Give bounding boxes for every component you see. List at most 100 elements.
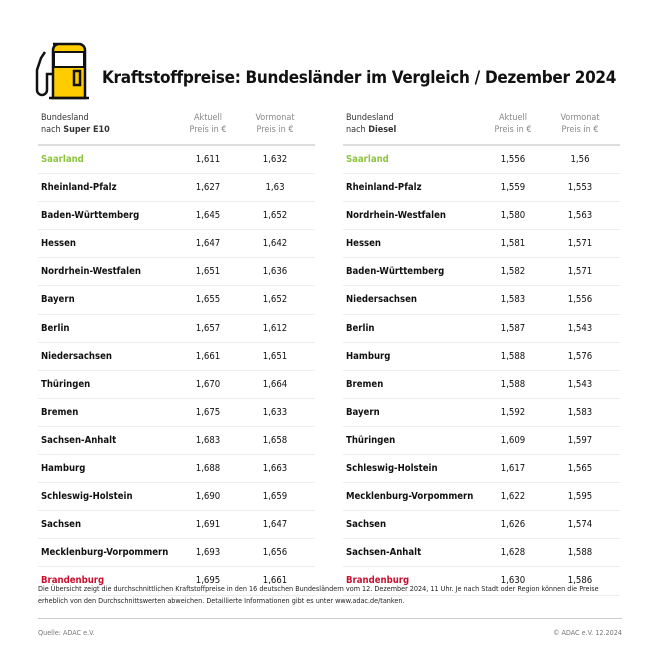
current-price: 1,628 — [500, 547, 526, 559]
table-row: Saarland 1,556 1,56 — [343, 146, 620, 175]
state-name: Rheinland-Pfalz — [41, 182, 117, 194]
table-header: Bundesland nach Super E10 Aktuell Preis in… — [38, 112, 315, 142]
state-name: Nordrhein-Westfalen — [346, 210, 446, 222]
previous-price: 1,633 — [262, 406, 288, 418]
table-row: Bremen 1,675 1,633 — [38, 399, 315, 427]
state-name: Sachsen — [346, 519, 387, 531]
header-rule — [343, 144, 620, 146]
current-price: 1,559 — [500, 182, 526, 194]
previous-price: 1,652 — [262, 210, 288, 222]
table-row: Bayern 1,592 1,583 — [343, 399, 620, 427]
previous-price: 1,661 — [262, 575, 288, 587]
current-price: 1,688 — [195, 463, 221, 475]
previous-price: 1,586 — [567, 575, 593, 587]
table-header: Bundesland nach Diesel Aktuell Preis in € … — [343, 112, 620, 142]
current-price: 1,609 — [500, 434, 526, 446]
state-name: Bremen — [41, 406, 79, 418]
table-row: Thüringen 1,670 1,664 — [38, 371, 315, 399]
state-name: Baden-Württemberg — [41, 210, 140, 222]
table-row: Baden-Württemberg 1,582 1,571 — [343, 258, 620, 287]
previous-price: 1,642 — [262, 238, 288, 250]
current-price: 1,651 — [195, 266, 221, 278]
previous-price: 1,565 — [567, 463, 593, 475]
state-name: Saarland — [346, 154, 389, 165]
state-name: Niedersachsen — [346, 294, 417, 306]
current-price: 1,617 — [500, 463, 526, 475]
table-row: Nordrhein-Westfalen 1,651 1,636 — [38, 258, 315, 287]
current-price: 1,675 — [195, 406, 221, 418]
current-price: 1,622 — [500, 491, 526, 503]
table-row: Hessen 1,647 1,642 — [38, 230, 315, 259]
current-price: 1,581 — [500, 238, 526, 250]
current-price: 1,693 — [195, 547, 221, 559]
table-row: Sachsen-Anhalt 1,683 1,658 — [38, 427, 315, 456]
table-row: Baden-Württemberg 1,645 1,652 — [38, 202, 315, 231]
state-name: Hessen — [41, 238, 77, 250]
current-price: 1,630 — [500, 575, 526, 587]
previous-price: 1,543 — [567, 378, 593, 390]
current-price: 1,611 — [195, 154, 221, 165]
previous-price: 1,656 — [262, 547, 288, 559]
table-row: Thüringen 1,609 1,597 — [343, 427, 620, 456]
table-super-e10: Bundesland nach Super E10 Aktuell Preis in… — [38, 112, 315, 596]
table-row: Berlin 1,587 1,543 — [343, 315, 620, 343]
current-price: 1,683 — [195, 434, 221, 446]
page-title: Kraftstoffpreise: Bundesländer im Vergle… — [102, 68, 617, 88]
state-name: Thüringen — [41, 378, 91, 390]
header-current-unit: Preis in € — [494, 125, 532, 135]
current-price: 1,695 — [195, 575, 221, 587]
table-row: Brandenburg 1,630 1,586 — [343, 567, 620, 596]
state-name: Bayern — [41, 294, 75, 306]
table-row: Berlin 1,657 1,612 — [38, 315, 315, 343]
header-rule — [38, 144, 315, 146]
state-name: Sachsen — [41, 519, 82, 531]
previous-price: 1,56 — [570, 154, 590, 165]
footnote: Die Übersicht zeigt die durchschnittlich… — [38, 584, 599, 605]
current-price: 1,661 — [195, 350, 221, 362]
current-price: 1,588 — [500, 350, 526, 362]
header-previous-unit: Preis in € — [561, 125, 599, 135]
current-price: 1,657 — [195, 322, 221, 334]
state-name: Sachsen-Anhalt — [346, 547, 422, 559]
previous-price: 1,571 — [567, 238, 593, 250]
previous-price: 1,632 — [262, 154, 288, 165]
table-row: Hamburg 1,588 1,576 — [343, 343, 620, 371]
current-price: 1,587 — [500, 322, 526, 334]
current-price: 1,582 — [500, 266, 526, 278]
table-row: Brandenburg 1,695 1,661 — [38, 567, 315, 596]
state-name: Hamburg — [346, 350, 391, 362]
previous-price: 1,583 — [567, 406, 593, 418]
current-price: 1,556 — [500, 154, 526, 165]
current-price: 1,655 — [195, 294, 221, 306]
header-prefix: nach — [346, 125, 369, 135]
previous-price: 1,659 — [262, 491, 288, 503]
header-col1: Bundesland — [41, 113, 89, 123]
previous-price: 1,563 — [567, 210, 593, 222]
state-name: Schleswig-Holstein — [41, 491, 133, 503]
header-prefix: nach — [41, 125, 64, 135]
previous-price: 1,647 — [262, 519, 288, 531]
table-row: Bayern 1,655 1,652 — [38, 286, 315, 315]
divider — [38, 618, 622, 619]
previous-price: 1,588 — [567, 547, 593, 559]
header-previous: Vormonat — [560, 113, 600, 123]
current-price: 1,580 — [500, 210, 526, 222]
table-row: Rheinland-Pfalz 1,627 1,63 — [38, 174, 315, 203]
header-current-unit: Preis in € — [189, 125, 227, 135]
header-previous-unit: Preis in € — [256, 125, 294, 135]
table-row: Mecklenburg-Vorpommern 1,622 1,595 — [343, 483, 620, 512]
state-name: Bayern — [346, 406, 380, 418]
table-row: Schleswig-Holstein 1,690 1,659 — [38, 483, 315, 512]
source: Quelle: ADAC e.V. — [38, 628, 95, 637]
previous-price: 1,595 — [567, 491, 593, 503]
copyright: © ADAC e.V. 12.2024 — [552, 628, 622, 637]
table-row: Hessen 1,581 1,571 — [343, 230, 620, 259]
fuel-type: Diesel — [368, 125, 397, 135]
previous-price: 1,553 — [567, 182, 593, 194]
state-name: Mecklenburg-Vorpommern — [41, 547, 169, 559]
table-row: Niedersachsen 1,661 1,651 — [38, 343, 315, 371]
current-price: 1,583 — [500, 294, 526, 306]
table-row: Bremen 1,588 1,543 — [343, 371, 620, 399]
current-price: 1,645 — [195, 210, 221, 222]
state-name: Saarland — [41, 154, 84, 165]
